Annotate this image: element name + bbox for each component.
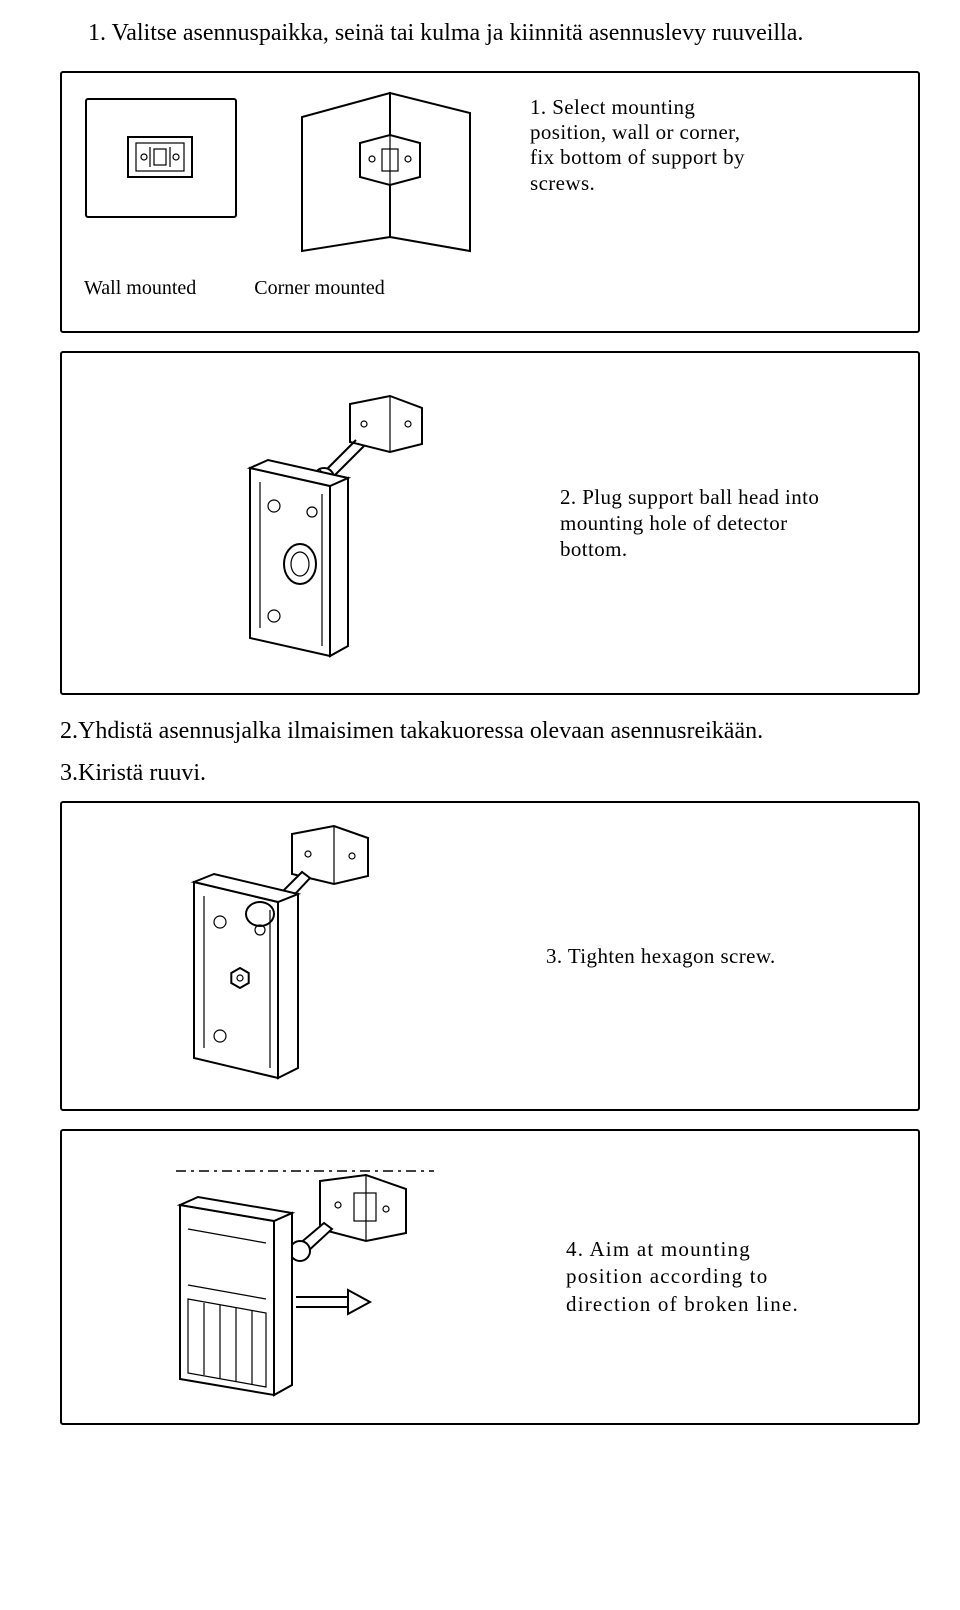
step-2-text: 2. Plug support ball head into mounting … — [560, 484, 820, 563]
step-4-text: 4. Aim at mounting position according to… — [566, 1236, 806, 1318]
diagram-step-2 — [200, 378, 460, 668]
corner-mount-diagram-icon — [290, 87, 490, 257]
panel-step-3: 3. Tighten hexagon screw. — [60, 801, 920, 1111]
corner-mounted-label: Corner mounted — [254, 277, 385, 300]
plug-ballhead-diagram-icon — [200, 378, 460, 668]
panel-step-2: 2. Plug support ball head into mounting … — [60, 351, 920, 695]
page-heading: 1. Valitse asennuspaikka, seinä tai kulm… — [88, 20, 920, 47]
instruction-2-fi: 2.Yhdistä asennusjalka ilmaisimen takaku… — [60, 713, 920, 749]
panel-step-4: 4. Aim at mounting position according to… — [60, 1129, 920, 1425]
diagram-step-3 — [140, 816, 420, 1096]
step-1-text: 1. Select mounting position, wall or cor… — [530, 87, 770, 196]
panel-step-1: 1. Select mounting position, wall or cor… — [60, 71, 920, 333]
instruction-3-fi: 3.Kiristä ruuvi. — [60, 755, 920, 791]
step-3-text: 3. Tighten hexagon screw. — [546, 944, 806, 969]
arrow-icon — [296, 1290, 370, 1314]
wall-mounted-label: Wall mounted — [84, 277, 196, 300]
diagram-step-4 — [136, 1147, 456, 1407]
wall-mount-diagram-icon — [80, 87, 250, 237]
aim-position-diagram-icon — [136, 1147, 456, 1407]
diagram-step-1 — [80, 87, 490, 257]
tighten-screw-diagram-icon — [140, 816, 420, 1096]
